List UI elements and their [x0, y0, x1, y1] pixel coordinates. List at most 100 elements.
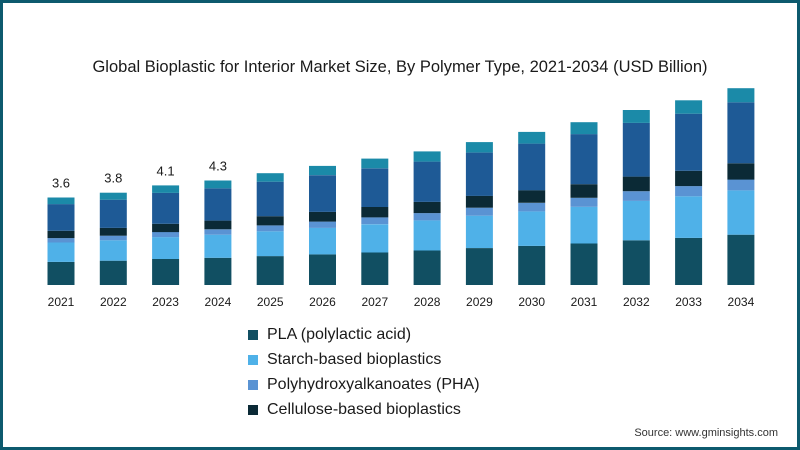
bar-segment-2024-s1 [204, 234, 232, 258]
bar-segment-2029-s5 [465, 142, 493, 153]
bar-segment-2022-s0 [99, 260, 127, 285]
bar-segment-2021-s5 [47, 197, 75, 205]
bar-segment-2033-s5 [675, 100, 703, 114]
bar-segment-2029-s2 [465, 207, 493, 216]
legend-item-pha: Polyhydroxyalkanoates (PHA) [248, 372, 480, 397]
bar-segment-2027-s5 [361, 158, 389, 169]
bar-segment-2031-s5 [570, 122, 598, 135]
bar-segment-2031-s4 [570, 134, 598, 185]
bar-segment-2022-s2 [99, 235, 127, 241]
bar-segment-2023-s0 [152, 259, 180, 285]
x-tick-2028: 2028 [414, 295, 441, 309]
bar-segment-2026-s3 [309, 211, 336, 222]
bar-segment-2029-s3 [465, 195, 493, 208]
bar-segment-2023-s4 [152, 192, 180, 224]
bar-segment-2028-s5 [413, 151, 441, 162]
bar-segment-2026-s2 [309, 221, 336, 228]
bar-segment-2026-s4 [309, 175, 336, 212]
bar-segment-2026-s0 [309, 254, 336, 285]
bar-segment-2021-s1 [47, 242, 75, 262]
bar-segment-2025-s4 [256, 181, 284, 217]
bar-segment-2031-s2 [570, 197, 598, 207]
bar-segment-2027-s4 [361, 168, 389, 207]
x-tick-2027: 2027 [361, 295, 388, 309]
legend-swatch-pha [248, 379, 258, 390]
bar-segment-2025-s3 [256, 216, 284, 226]
bar-segment-2026-s1 [309, 227, 336, 255]
bar-segment-2032-s5 [622, 110, 650, 123]
bar-segment-2030-s1 [518, 211, 546, 246]
x-tick-2022: 2022 [100, 295, 127, 309]
x-tick-2034: 2034 [728, 295, 755, 309]
bar-segment-2030-s5 [518, 131, 546, 144]
bar-segment-2027-s0 [361, 252, 389, 285]
bar-segment-2032-s0 [622, 240, 650, 285]
bar-segment-2021-s3 [47, 230, 75, 239]
data-label-2021: 3.6 [52, 176, 70, 191]
bars-group [47, 88, 755, 285]
bar-segment-2034-s3 [727, 163, 755, 180]
bar-segment-2029-s1 [465, 215, 493, 248]
bar-segment-2024-s5 [204, 180, 232, 189]
bar-segment-2021-s0 [47, 261, 75, 285]
data-labels-group: 3.6 3.8 4.1 4.3 [52, 159, 227, 191]
x-axis-ticks: 2021 2022 2023 2024 2025 2026 2027 2028 2029 2030… [48, 295, 755, 309]
bar-segment-2030-s2 [518, 202, 546, 212]
bar-segment-2023-s1 [152, 237, 180, 259]
bar-segment-2028-s1 [413, 220, 441, 251]
bar-segment-2025-s5 [256, 173, 284, 182]
legend-swatch-starch [248, 354, 258, 365]
bar-segment-2030-s4 [518, 143, 546, 191]
bar-segment-2027-s1 [361, 224, 389, 253]
bar-segment-2030-s3 [518, 190, 546, 203]
legend-label-pha: Polyhydroxyalkanoates (PHA) [267, 375, 480, 393]
bar-segment-2033-s0 [675, 237, 703, 285]
legend-item-pla: PLA (polylactic acid) [248, 322, 480, 347]
legend-label-starch: Starch-based bioplastics [267, 350, 442, 368]
bar-segment-2022-s4 [99, 199, 127, 228]
bar-segment-2031-s0 [570, 243, 598, 285]
bar-segment-2027-s3 [361, 207, 389, 218]
bar-segment-2031-s1 [570, 206, 598, 244]
bar-segment-2034-s2 [727, 179, 755, 191]
bar-segment-2033-s3 [675, 170, 703, 187]
x-tick-2021: 2021 [48, 295, 75, 309]
data-label-2023: 4.1 [157, 163, 175, 178]
bar-segment-2034-s4 [727, 102, 755, 164]
bar-segment-2033-s2 [675, 186, 703, 197]
x-tick-2032: 2032 [623, 295, 650, 309]
bar-segment-2032-s3 [622, 176, 650, 192]
bar-segment-2027-s2 [361, 217, 389, 225]
bar-segment-2025-s1 [256, 231, 284, 257]
bar-segment-2021-s2 [47, 238, 75, 243]
bar-segment-2034-s0 [727, 234, 755, 285]
bar-segment-2022-s5 [99, 192, 127, 200]
x-tick-2023: 2023 [152, 295, 179, 309]
x-tick-2033: 2033 [675, 295, 702, 309]
legend: PLA (polylactic acid) Starch-based biopl… [248, 322, 480, 422]
source-note: Source: www.gminsights.com [634, 427, 778, 439]
bar-segment-2034-s5 [727, 88, 755, 103]
bar-segment-2024-s0 [204, 257, 232, 285]
bar-segment-2024-s4 [204, 188, 232, 221]
bar-segment-2023-s3 [152, 223, 180, 233]
legend-label-cellulose: Cellulose-based bioplastics [267, 400, 461, 418]
legend-item-starch: Starch-based bioplastics [248, 347, 480, 372]
bar-segment-2033-s4 [675, 113, 703, 171]
chart-title: Global Bioplastic for Interior Market Si… [92, 58, 708, 76]
x-tick-2024: 2024 [205, 295, 232, 309]
x-tick-2026: 2026 [309, 295, 336, 309]
data-label-2022: 3.8 [104, 171, 122, 186]
bar-segment-2032-s2 [622, 191, 650, 201]
bar-segment-2030-s0 [518, 245, 546, 285]
bar-segment-2028-s3 [413, 201, 441, 214]
legend-swatch-cellulose [248, 404, 258, 415]
bar-segment-2032-s4 [622, 122, 650, 177]
x-tick-2025: 2025 [257, 295, 284, 309]
bar-segment-2022-s1 [99, 240, 127, 261]
legend-swatch-pla [248, 329, 258, 340]
bar-segment-2025-s0 [256, 256, 284, 285]
legend-item-cellulose: Cellulose-based bioplastics [248, 397, 480, 422]
